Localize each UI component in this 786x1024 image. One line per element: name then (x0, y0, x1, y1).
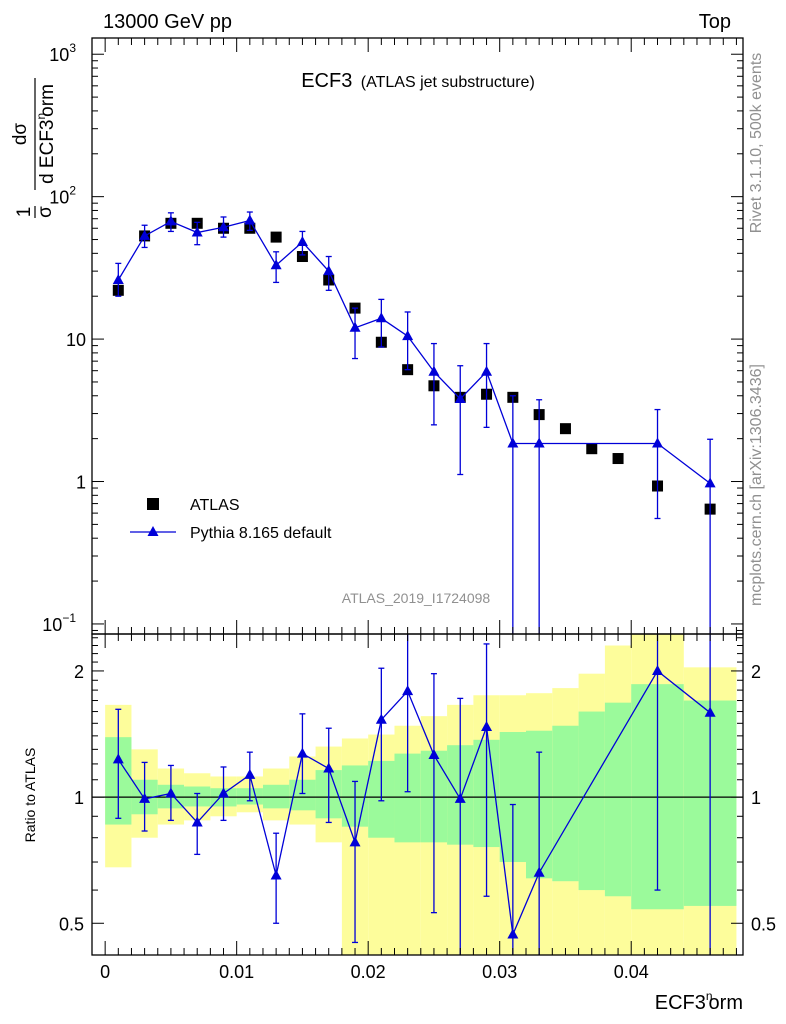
main-ytick-label: 10−1 (42, 611, 76, 635)
mc-point (218, 787, 230, 798)
mc-line (117, 219, 711, 484)
mc-point (244, 214, 256, 225)
mc-point (704, 477, 716, 488)
ylabel-den-sup: n (34, 113, 48, 120)
legend: ATLAS Pythia 8.165 default (130, 497, 332, 542)
main-frame (91, 37, 744, 635)
mc-point (454, 392, 466, 403)
data-point (586, 443, 598, 455)
main-mc-series (112, 211, 716, 634)
data-point (270, 231, 282, 243)
mc-point (402, 685, 414, 696)
ylabel-frac1-num: 1 (14, 207, 35, 218)
main-ylabel: 1 σ dσ d ECF3norm (10, 78, 58, 218)
main-ytick-label: 102 (49, 184, 76, 208)
mc-point (112, 753, 124, 764)
ratio-ytick-label-left: 1 (74, 788, 84, 808)
mc-point (270, 869, 282, 880)
mc-point (296, 747, 308, 758)
header-right: Top (699, 11, 731, 33)
mc-point (454, 792, 466, 803)
ratio-xtick-label: 0.04 (614, 962, 649, 982)
ratio-uncertainty-bands (105, 634, 737, 955)
data-point (559, 423, 571, 435)
ylabel-frac1-den: σ (35, 206, 56, 218)
mc-point (191, 226, 203, 237)
chart-title: ECF3 (ATLAS jet substructure) (301, 70, 535, 92)
mc-point (139, 792, 151, 803)
ratio-xtick-label: 0.01 (219, 962, 254, 982)
rivet-label: Rivet 3.1.10, 500k events (748, 53, 765, 234)
legend-data-label: ATLAS (190, 497, 240, 514)
mc-point (428, 749, 440, 760)
analysis-id: ATLAS_2019_I1724098 (342, 590, 491, 606)
legend-data-marker (147, 498, 159, 510)
mc-point (244, 768, 256, 779)
data-point (296, 251, 308, 263)
mc-point (481, 365, 493, 376)
band-stat-bin (552, 725, 579, 882)
ylabel-den-tail: orm (37, 84, 58, 117)
ratio-mc-series (112, 634, 716, 955)
legend-mc-label: Pythia 8.165 default (190, 525, 332, 542)
main-ytick-label: 103 (49, 41, 76, 65)
mc-point (191, 816, 203, 827)
ratio-xtick-label: 0.03 (482, 962, 517, 982)
mc-point (270, 259, 282, 270)
main-ytick-label: 1 (76, 473, 86, 493)
mc-point (349, 836, 361, 847)
xlabel-tail: orm (709, 992, 743, 1014)
ratio-ytick-label-right: 2 (751, 662, 761, 682)
axes-frames (91, 37, 744, 956)
ylabel-frac2-den: d ECF3norm (34, 84, 58, 184)
mc-point (165, 787, 177, 798)
ratio-frame (91, 633, 744, 956)
main-data-markers (112, 217, 716, 515)
mc-point (349, 321, 361, 332)
band-stat-bin (578, 711, 605, 891)
chart-title-main: ECF3 (301, 70, 352, 92)
mc-point (323, 762, 335, 773)
mc-point (402, 330, 414, 341)
mc-point (481, 720, 493, 731)
band-stat-bin (604, 702, 632, 897)
mc-point (652, 437, 664, 448)
mc-point (428, 365, 440, 376)
mc-point (112, 273, 124, 284)
xlabel-main: ECF3 (655, 992, 706, 1014)
ratio-ytick-label-left: 0.5 (59, 914, 84, 934)
mc-point (296, 236, 308, 247)
main-ytick-label: 10 (66, 330, 86, 350)
x-axis-title: ECF3norm (655, 989, 743, 1014)
mcplots-label: mcplots.cern.ch [arXiv:1306.3436] (748, 364, 765, 606)
mc-point (323, 265, 335, 276)
ratio-ytick-label-right: 1 (751, 788, 761, 808)
data-point (612, 453, 624, 465)
mc-point (375, 312, 387, 323)
ratio-ytick-label-right: 0.5 (751, 914, 776, 934)
ratio-xtick-label: 0 (100, 962, 110, 982)
ratio-ytick-label-left: 2 (74, 662, 84, 682)
header-left: 13000 GeV pp (103, 11, 232, 33)
mc-point (507, 928, 519, 939)
mc-point (165, 215, 177, 226)
mc-point (533, 437, 545, 448)
mc-point (375, 713, 387, 724)
ratio-ylabel: Ratio to ATLAS (22, 748, 38, 843)
ylabel-frac2-num: dσ (10, 123, 31, 146)
mc-point (139, 229, 151, 240)
mc-point (533, 866, 545, 877)
ratio-xtick-label: 0.02 (351, 962, 386, 982)
mc-point (218, 221, 230, 232)
mc-point (652, 664, 664, 675)
ylabel-den-main: d ECF3 (37, 120, 58, 184)
chart-subtitle: (ATLAS jet substructure) (361, 74, 535, 91)
legend-mc-marker (147, 526, 159, 536)
mc-point (704, 706, 716, 717)
mc-point (507, 437, 519, 448)
axis-ticks: 10−1 1 10 102 103 0.5 0.5 1 1 2 2 0 0.01 0.02 0.03 0.04 (42, 38, 776, 982)
xlabel-sup: n (706, 989, 713, 1003)
